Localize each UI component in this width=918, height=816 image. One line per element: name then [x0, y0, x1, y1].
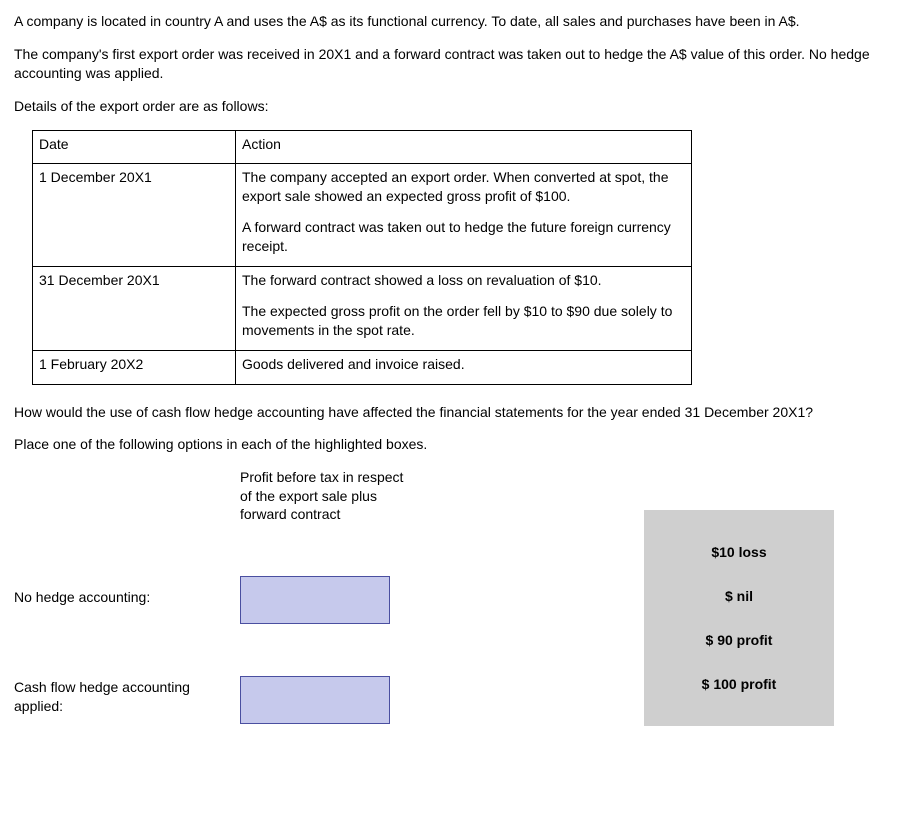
table-row: 1 December 20X1 The company accepted an … — [33, 164, 692, 267]
table-cell-action: The company accepted an export order. Wh… — [236, 164, 692, 267]
answer-area: Profit before tax in respect of the expo… — [14, 468, 904, 788]
instruction-text: Place one of the following options in ea… — [14, 435, 904, 454]
table-cell-block: A forward contract was taken out to hedg… — [242, 218, 685, 256]
table-cell-block: Goods delivered and invoice raised. — [242, 355, 685, 374]
table-header-date: Date — [33, 130, 236, 164]
table-cell-date: 1 February 20X2 — [33, 350, 236, 384]
option-item[interactable]: $10 loss — [654, 530, 824, 574]
table-row: 31 December 20X1 The forward contract sh… — [33, 267, 692, 351]
drop-target-no-hedge[interactable] — [240, 576, 390, 624]
table-cell-block: The forward contract showed a loss on re… — [242, 271, 685, 290]
table-header-action: Action — [236, 130, 692, 164]
answer-column-header: Profit before tax in respect of the expo… — [240, 468, 410, 523]
option-item[interactable]: $ 90 profit — [654, 618, 824, 662]
details-table: Date Action 1 December 20X1 The company … — [32, 130, 692, 385]
question-text: How would the use of cash flow hedge acc… — [14, 403, 904, 422]
table-cell-action: The forward contract showed a loss on re… — [236, 267, 692, 351]
table-header-row: Date Action — [33, 130, 692, 164]
options-panel: $10 loss $ nil $ 90 profit $ 100 profit — [644, 510, 834, 726]
table-row: 1 February 20X2 Goods delivered and invo… — [33, 350, 692, 384]
answer-row-label: No hedge accounting: — [14, 588, 214, 606]
table-cell-block: The expected gross profit on the order f… — [242, 302, 685, 340]
answer-row-label: Cash flow hedge accounting applied: — [14, 678, 214, 714]
table-cell-action: Goods delivered and invoice raised. — [236, 350, 692, 384]
drop-target-cashflow-hedge[interactable] — [240, 676, 390, 724]
intro-paragraph: A company is located in country A and us… — [14, 12, 904, 31]
table-cell-date: 1 December 20X1 — [33, 164, 236, 267]
table-cell-date: 31 December 20X1 — [33, 267, 236, 351]
intro-paragraph: Details of the export order are as follo… — [14, 97, 904, 116]
table-cell-block: The company accepted an export order. Wh… — [242, 168, 685, 206]
intro-paragraph: The company's first export order was rec… — [14, 45, 904, 83]
option-item[interactable]: $ nil — [654, 574, 824, 618]
option-item[interactable]: $ 100 profit — [654, 662, 824, 706]
